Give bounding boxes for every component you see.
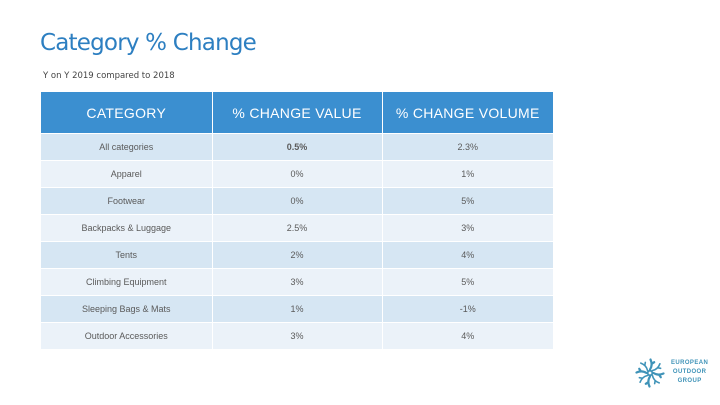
logo-wordmark: EUROPEAN OUTDOOR GROUP [671, 359, 708, 386]
logo-line-european: EUROPEAN [671, 360, 709, 366]
change-volume-cell: 3% [382, 214, 553, 242]
table-row: Tents 2% 4% [41, 241, 553, 269]
logo-line-outdoor: OUTDOOR [672, 369, 707, 375]
change-value-cell: 2% [212, 241, 383, 269]
logo-blade [651, 374, 660, 385]
table-header-row: CATEGORY % CHANGE VALUE % CHANGE VOLUME [41, 92, 553, 134]
category-cell: Outdoor Accessories [41, 322, 213, 349]
slide-subtitle: Y on Y 2019 compared to 2018 [43, 71, 175, 81]
table-row: Climbing Equipment 3% 5% [41, 268, 553, 296]
category-cell: Climbing Equipment [41, 268, 213, 296]
change-value-cell: 0.5% [212, 133, 383, 161]
category-cell: Footwear [41, 187, 213, 215]
header-category: CATEGORY [41, 92, 213, 134]
change-volume-cell: 4% [382, 322, 553, 349]
snowflake-spiral-icon [635, 358, 665, 388]
category-cell: All categories [41, 133, 213, 161]
change-value-cell: 0% [212, 187, 383, 215]
logo-blade [638, 374, 649, 383]
table-row: Outdoor Accessories 3% 4% [41, 322, 553, 349]
european-outdoor-group-logo: EUROPEAN OUTDOOR GROUP [634, 357, 710, 391]
change-value-cell: 1% [212, 295, 383, 323]
logo-blade [652, 371, 665, 379]
logo-blade [635, 367, 648, 375]
change-value-cell: 3% [212, 268, 383, 296]
header-change-value: % CHANGE VALUE [212, 92, 383, 134]
category-cell: Apparel [41, 160, 213, 188]
table-row: Apparel 0% 1% [41, 160, 553, 188]
slide-title: Category % Change [40, 30, 257, 56]
table-row: All categories 0.5% 2.3% [41, 133, 553, 161]
header-change-volume: % CHANGE VOLUME [382, 92, 553, 134]
logo-blade [651, 363, 662, 372]
change-value-cell: 0% [212, 160, 383, 188]
logo-blade [648, 358, 656, 371]
change-value-cell: 3% [212, 322, 383, 349]
category-change-table: CATEGORY % CHANGE VALUE % CHANGE VOLUME … [41, 92, 553, 349]
change-volume-cell: 2.3% [382, 133, 553, 161]
category-cell: Sleeping Bags & Mats [41, 295, 213, 323]
table-row: Footwear 0% 5% [41, 187, 553, 215]
change-volume-cell: 4% [382, 241, 553, 269]
change-value-cell: 2.5% [212, 214, 383, 242]
table-row: Backpacks & Luggage 2.5% 3% [41, 214, 553, 242]
change-volume-cell: 5% [382, 268, 553, 296]
table-row: Sleeping Bags & Mats 1% -1% [41, 295, 553, 323]
change-volume-cell: 5% [382, 187, 553, 215]
category-cell: Tents [41, 241, 213, 269]
logo-blade [640, 361, 649, 372]
logo-line-group: GROUP [677, 378, 702, 384]
category-cell: Backpacks & Luggage [41, 214, 213, 242]
change-volume-cell: -1% [382, 295, 553, 323]
change-volume-cell: 1% [382, 160, 553, 188]
logo-blade [644, 375, 652, 388]
